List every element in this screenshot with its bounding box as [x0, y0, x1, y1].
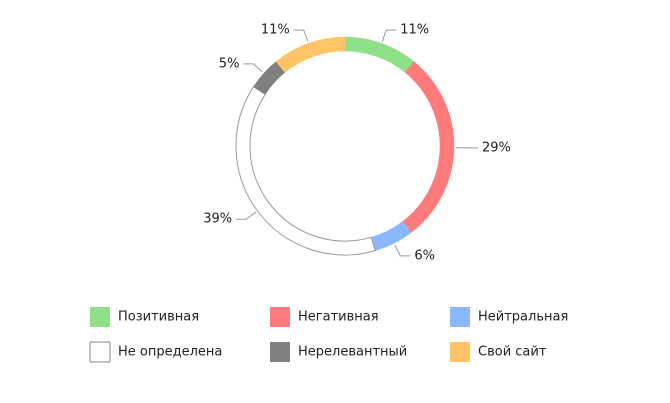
leader-line: [394, 244, 411, 257]
donut-slice: [275, 36, 346, 73]
leader-line: [243, 63, 263, 73]
legend-swatch[interactable]: [270, 342, 290, 362]
legend-label[interactable]: Не определена: [118, 345, 222, 360]
donut-slice: [344, 36, 415, 73]
legend-swatch[interactable]: [89, 341, 111, 363]
data-label: 5%: [219, 56, 240, 71]
data-label: 11%: [400, 23, 429, 38]
data-label: 11%: [261, 23, 290, 38]
donut-slice: [402, 61, 455, 233]
data-label: 29%: [482, 140, 511, 155]
legend-label[interactable]: Нерелевантный: [298, 345, 407, 360]
leader-line: [293, 29, 309, 42]
data-label: 6%: [414, 248, 435, 263]
leader-line: [381, 29, 397, 42]
legend-swatch[interactable]: [270, 307, 290, 327]
legend-label[interactable]: Свой сайт: [478, 345, 547, 360]
legend-label[interactable]: Позитивная: [118, 310, 199, 325]
legend-swatch[interactable]: [90, 307, 110, 327]
legend-swatch[interactable]: [450, 342, 470, 362]
data-label: 39%: [203, 212, 232, 227]
legend-label[interactable]: Негативная: [298, 310, 379, 325]
legend-swatch[interactable]: [450, 307, 470, 327]
leader-line: [236, 211, 257, 220]
donut-slice: [370, 221, 412, 252]
donut-slice: [235, 85, 376, 256]
legend-label[interactable]: Нейтральная: [478, 310, 568, 325]
